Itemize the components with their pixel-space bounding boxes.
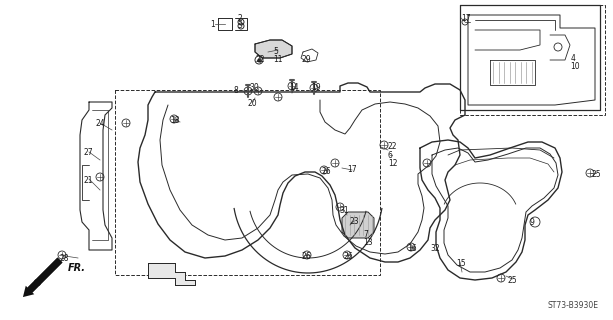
- Text: 29: 29: [302, 55, 311, 64]
- Text: 26: 26: [343, 252, 352, 261]
- Text: 10: 10: [570, 62, 580, 71]
- Text: 2: 2: [237, 14, 242, 23]
- Text: 26: 26: [302, 252, 311, 261]
- Text: 18: 18: [170, 116, 180, 125]
- Text: 13: 13: [363, 238, 373, 247]
- Text: 1: 1: [210, 20, 215, 29]
- Polygon shape: [342, 212, 374, 238]
- Text: 28: 28: [60, 254, 69, 263]
- Text: 20: 20: [248, 99, 257, 108]
- Text: 32: 32: [430, 244, 440, 253]
- Text: 22: 22: [256, 55, 265, 64]
- Bar: [460, 5, 605, 115]
- Text: 17: 17: [461, 14, 471, 23]
- Polygon shape: [148, 263, 195, 285]
- Text: 25: 25: [508, 276, 517, 285]
- Text: 22: 22: [387, 142, 397, 151]
- Text: 9: 9: [530, 218, 535, 227]
- Text: 11: 11: [273, 55, 283, 64]
- FancyArrow shape: [23, 258, 63, 297]
- Text: 26: 26: [321, 167, 330, 176]
- Text: 4: 4: [571, 54, 576, 63]
- Text: 12: 12: [388, 159, 397, 168]
- Text: 7: 7: [363, 230, 368, 239]
- Text: 24: 24: [96, 119, 105, 128]
- Text: FR.: FR.: [68, 263, 86, 273]
- Text: 8: 8: [233, 86, 238, 95]
- Text: ST73-B3930E: ST73-B3930E: [548, 301, 599, 310]
- Text: 31: 31: [339, 206, 349, 215]
- Text: 23: 23: [349, 217, 359, 226]
- Text: 6: 6: [388, 151, 393, 160]
- Text: 14: 14: [289, 83, 299, 92]
- Text: 19: 19: [311, 83, 321, 92]
- Text: 25: 25: [591, 170, 601, 179]
- Text: 30: 30: [249, 83, 259, 92]
- Bar: [115, 90, 380, 275]
- Text: 17: 17: [347, 165, 357, 174]
- Text: 16: 16: [407, 244, 417, 253]
- Text: 5: 5: [273, 47, 278, 56]
- Polygon shape: [255, 40, 292, 58]
- Text: 15: 15: [456, 259, 466, 268]
- Text: 27: 27: [84, 148, 94, 157]
- Text: 3: 3: [237, 21, 242, 30]
- Text: 21: 21: [84, 176, 94, 185]
